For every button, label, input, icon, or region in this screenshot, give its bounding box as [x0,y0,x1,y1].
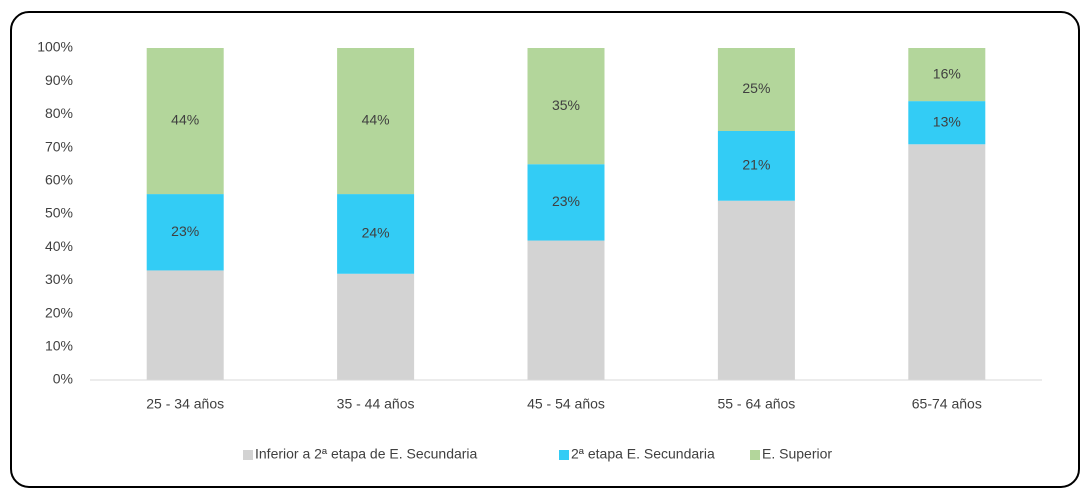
y-tick-label: 100% [37,39,73,55]
bar-segment [908,101,986,145]
y-tick-label: 80% [45,105,73,121]
bar-segment [717,200,795,380]
legend-swatch [243,450,253,460]
bar-segment [146,48,224,195]
y-tick-label: 60% [45,172,73,188]
x-tick-label: 65-74 años [912,396,982,412]
bar-segment [337,194,415,274]
x-tick-label: 35 - 44 años [337,396,415,412]
legend-swatch [750,450,760,460]
data-label: 35% [552,97,580,113]
bar-segment [146,194,224,271]
bar-segment [337,48,415,195]
y-tick-label: 90% [45,72,73,88]
bar-segment [717,48,795,131]
bar-segment [908,144,986,380]
y-tick-label: 0% [53,371,73,387]
data-label: 44% [362,112,390,128]
data-label: 21% [742,157,770,173]
y-tick-label: 70% [45,138,73,154]
x-tick-label: 25 - 34 años [146,396,224,412]
data-label: 23% [171,223,199,239]
bar-segment [146,270,224,380]
legend-label: 2ª etapa E. Secundaria [571,446,715,462]
x-tick-label: 45 - 54 años [527,396,605,412]
legend-label: Inferior a 2ª etapa de E. Secundaria [255,446,478,462]
bar-segment [337,273,415,380]
y-tick-label: 30% [45,271,73,287]
y-tick-label: 20% [45,304,73,320]
data-label: 13% [933,113,961,129]
data-label: 44% [171,112,199,128]
data-label: 16% [933,65,961,81]
y-tick-label: 40% [45,238,73,254]
bar-segment [527,164,605,241]
legend-label: E. Superior [762,446,832,462]
y-tick-label: 50% [45,205,73,221]
data-label: 25% [742,80,770,96]
data-label: 24% [362,225,390,241]
x-tick-label: 55 - 64 años [717,396,795,412]
bar-segment [717,131,795,201]
legend-swatch [559,450,569,460]
bar-segment [527,240,605,380]
bar-segment [527,48,605,165]
data-label: 23% [552,193,580,209]
bar-segment [908,48,986,102]
y-tick-label: 10% [45,338,73,354]
